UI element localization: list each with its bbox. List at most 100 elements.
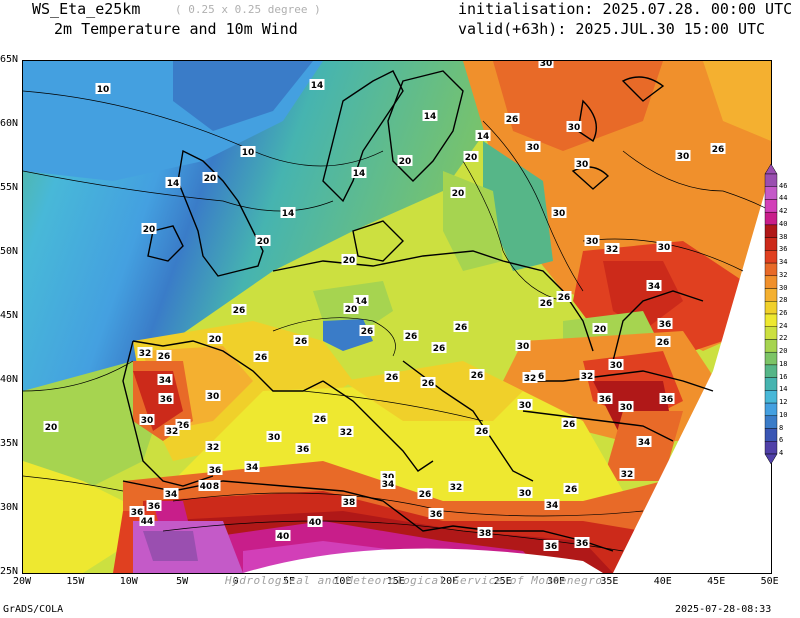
contour-label-bg: [164, 425, 180, 436]
colorbar-label: 22: [779, 334, 788, 343]
contour-label-bg: [255, 235, 271, 246]
model-name: WS_Eta_e25km: [32, 0, 141, 18]
contour-label: 36: [297, 445, 310, 455]
longitude-tick: 35E: [600, 576, 619, 587]
contour-label: 36: [430, 510, 443, 520]
contour-label: 34: [546, 501, 559, 511]
colorbar-swatch: [764, 224, 778, 238]
contour-label-bg: [244, 461, 260, 472]
contour-label-bg: [157, 374, 173, 385]
colorbar-label: 6: [779, 436, 784, 445]
contour-label-bg: [417, 488, 433, 499]
colorbar-label: 10: [779, 410, 788, 419]
contour-label-bg: [266, 431, 282, 442]
contour-label-bg: [475, 130, 491, 141]
contour-label: 30: [610, 361, 623, 371]
contour-label-bg: [95, 83, 111, 94]
longitude-tick: 5E: [282, 576, 296, 587]
contour-label: 26: [295, 337, 308, 347]
colorbar-swatch: [764, 275, 778, 289]
product-title: 2m Temperature and 10m Wind: [54, 20, 298, 38]
contour-label-bg: [420, 377, 436, 388]
colorbar-label: 4: [779, 449, 784, 457]
colorbar-label: 28: [779, 296, 788, 305]
contour-label-bg: [163, 488, 179, 499]
contour-label-bg: [403, 330, 419, 341]
contour-label-bg: [659, 393, 675, 404]
longitude-tick: 10W: [119, 576, 138, 587]
model-resolution: ( 0.25 x 0.25 degree ): [175, 3, 321, 16]
contour-label: 32: [340, 428, 353, 438]
temperature-map: 10 10 14 14 14 14 14 14 14 20 20 20 20 20 20 20 20 20 20 20…: [22, 60, 772, 574]
contour-label: 32: [166, 427, 179, 437]
longitude-tick: 30E: [546, 576, 566, 587]
contour-label-bg: [563, 483, 579, 494]
contour-label: 10: [97, 85, 110, 95]
colorbar-swatch: [764, 326, 778, 340]
contour-label-bg: [139, 414, 155, 425]
colorbar-label: 24: [779, 321, 788, 330]
contour-label-bg: [359, 325, 375, 336]
contour-label-bg: [343, 303, 359, 314]
contour-label: 38: [343, 498, 356, 508]
colorbar-label: 14: [779, 385, 788, 394]
colorbar-swatch: [764, 441, 778, 455]
longitude-tick: 10E: [333, 576, 352, 587]
contour-label: 40: [309, 518, 322, 528]
watermark: Hydrological and Meteorological Service …: [225, 574, 603, 587]
contour-label: 34: [648, 282, 661, 292]
contour-label-bg: [597, 393, 613, 404]
contour-label: 40: [200, 482, 213, 492]
contour-label-bg: [656, 241, 672, 252]
contour-label: 20: [465, 153, 478, 163]
contour-label: 32: [207, 443, 220, 453]
contour-label-bg: [579, 370, 595, 381]
colorbar-label: 42: [779, 207, 788, 216]
contour-label-bg: [515, 340, 531, 351]
colorbar-swatch: [764, 288, 778, 302]
contour-label: 10: [242, 148, 255, 158]
contour-label: 26: [433, 344, 446, 354]
contour-label-bg: [538, 61, 554, 68]
contour-label: 30: [586, 237, 599, 247]
colorbar-label: 16: [779, 372, 788, 381]
contour-label-bg: [584, 235, 600, 246]
contour-label: 30: [576, 160, 589, 170]
contour-label: 26: [177, 421, 190, 431]
colorbar-label: 26: [779, 309, 788, 317]
contour-label-bg: [240, 146, 256, 157]
contour-label-bg: [710, 143, 726, 154]
colorbar-min-arrow: [764, 453, 778, 464]
contour-label: 26: [476, 427, 489, 437]
longitude-tick: 45E: [707, 576, 726, 587]
contour-label: 36: [659, 320, 672, 330]
contour-label-bg: [211, 480, 221, 491]
contour-label: 20: [257, 237, 270, 247]
contour-label: 32: [621, 470, 634, 480]
contour-label: 34: [165, 490, 178, 500]
contour-label: 20: [209, 335, 222, 345]
contour-label-bg: [675, 150, 691, 161]
longitude-tick: 40E: [653, 576, 672, 587]
contour-label: 30: [517, 342, 530, 352]
contour-label: 34: [246, 463, 259, 473]
contour-label-bg: [592, 323, 608, 334]
contour-label-bg: [207, 333, 223, 344]
contour-label: 26: [386, 373, 399, 383]
colorbar-swatch: [764, 377, 778, 391]
contour-label-bg: [156, 350, 172, 361]
contour-label: 32: [139, 349, 152, 359]
colorbar-max-arrow: [764, 164, 778, 175]
longitude-tick: 20W: [12, 576, 32, 587]
contour-label-bg: [646, 280, 662, 291]
contour-label-bg: [544, 499, 560, 510]
contour-label: 36: [599, 395, 612, 405]
contour-label: 26: [471, 371, 484, 381]
contour-label: 30: [677, 152, 690, 162]
contour-label: 36: [148, 502, 161, 512]
contour-label-bg: [618, 401, 634, 412]
contour-label-bg: [295, 443, 311, 454]
contour-label-bg: [198, 480, 214, 491]
contour-label: 26: [405, 332, 418, 342]
